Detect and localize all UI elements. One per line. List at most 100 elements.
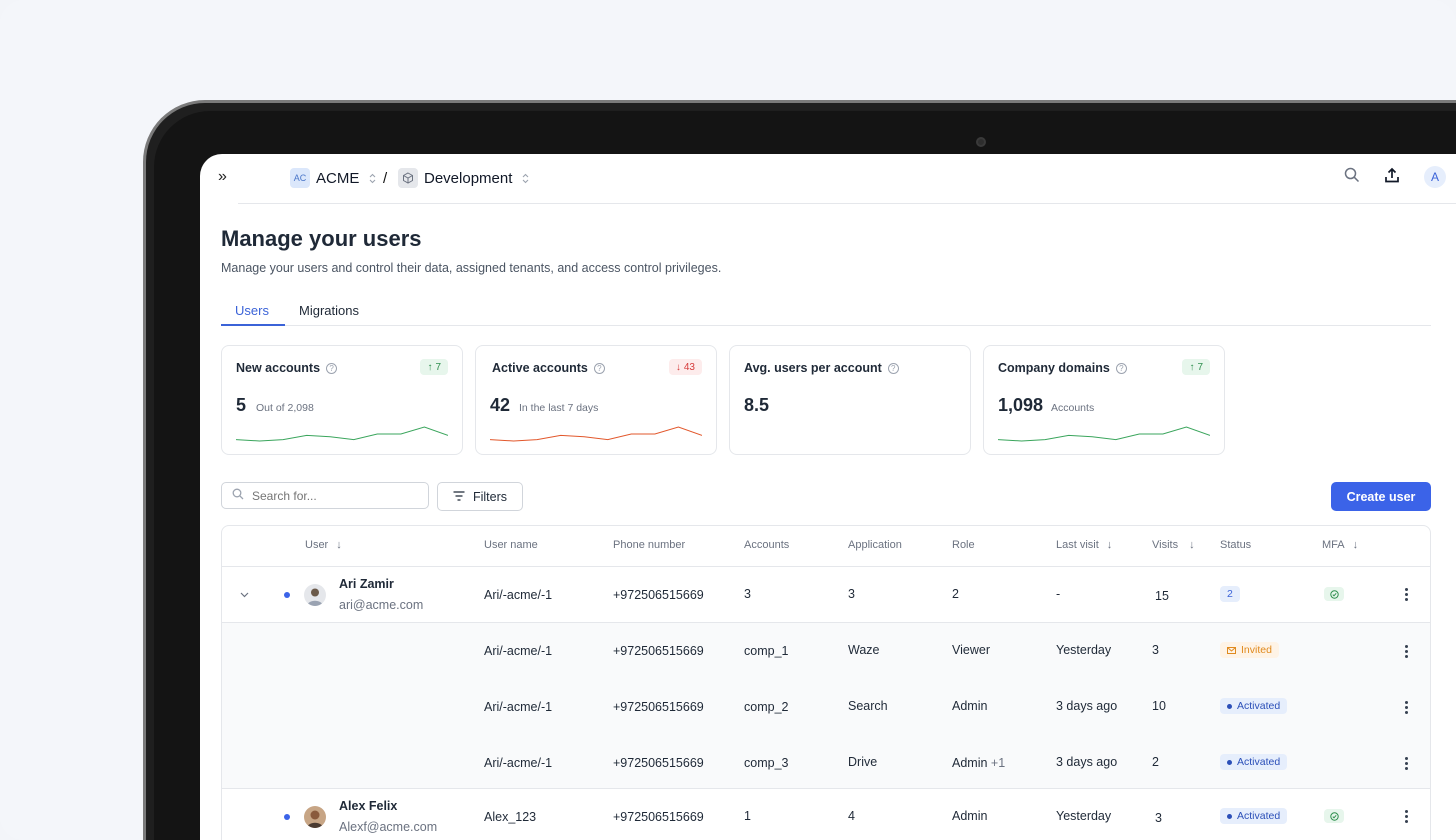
top-bar-divider bbox=[238, 203, 1456, 204]
cell-application: Drive bbox=[848, 755, 878, 769]
column-header-last-visit[interactable]: Last visit ↓ bbox=[1056, 539, 1113, 551]
help-icon[interactable]: ? bbox=[326, 362, 338, 374]
column-header-user[interactable]: User ↓ bbox=[305, 539, 342, 551]
help-icon[interactable]: ? bbox=[887, 362, 899, 374]
top-actions: A bbox=[1344, 166, 1456, 188]
search-input[interactable] bbox=[252, 488, 412, 503]
sparkline-chart bbox=[490, 426, 702, 442]
column-header-status[interactable]: Status bbox=[1220, 539, 1252, 551]
column-header-username[interactable]: User name bbox=[484, 539, 538, 551]
cell-phone: +972506515669 bbox=[613, 588, 704, 602]
cell-username: Ari/-acme/-1 bbox=[484, 644, 553, 658]
delta-badge: ↑ 7 bbox=[1182, 359, 1210, 375]
cell-role: Admin bbox=[952, 699, 988, 713]
table-row[interactable]: Alex Felix Alexf@acme.com Alex_123 +9725… bbox=[222, 789, 1430, 840]
stat-value: 42 bbox=[490, 395, 511, 415]
row-menu-icon[interactable] bbox=[1405, 588, 1409, 601]
stat-card-new-accounts: New accounts? ↑ 7 5 Out of 2,098 bbox=[221, 345, 463, 455]
status-badge: Activated bbox=[1220, 698, 1288, 714]
help-icon[interactable]: ? bbox=[1115, 362, 1127, 374]
chevron-down-icon[interactable] bbox=[240, 587, 249, 601]
sparkline-series bbox=[236, 426, 448, 442]
create-user-button[interactable]: Create user bbox=[1331, 482, 1431, 511]
app-screen: » AC ACME / Development A bbox=[200, 154, 1456, 840]
delta-badge: ↑ 7 bbox=[420, 359, 448, 375]
upload-icon[interactable] bbox=[1384, 167, 1400, 188]
status-count-badge: 2 bbox=[1220, 586, 1240, 602]
breadcrumb-org[interactable]: AC ACME bbox=[290, 168, 376, 188]
cell-accounts: 1 bbox=[744, 809, 751, 823]
row-menu-icon[interactable] bbox=[1405, 757, 1409, 770]
status-badge: Activated bbox=[1220, 754, 1288, 770]
cell-username: Ari/-acme/-1 bbox=[484, 588, 553, 602]
stat-label: Active accounts? bbox=[492, 361, 605, 375]
column-header-application[interactable]: Application bbox=[848, 539, 902, 551]
column-header-visits[interactable]: Visits ↓ bbox=[1152, 539, 1195, 551]
laptop-camera bbox=[976, 137, 986, 147]
cell-last-visit: 3 days ago bbox=[1056, 755, 1118, 769]
row-menu-icon[interactable] bbox=[1405, 810, 1409, 823]
page-subtitle: Manage your users and control their data… bbox=[221, 261, 722, 275]
filters-button[interactable]: Filters bbox=[437, 482, 523, 511]
cell-accounts: 3 bbox=[744, 587, 751, 601]
cell-last-visit: Yesterday bbox=[1056, 809, 1112, 823]
stat-card-company-domains: Company domains? ↑ 7 1,098 Accounts bbox=[983, 345, 1225, 455]
environment-name: Development bbox=[424, 169, 513, 187]
search-box[interactable] bbox=[221, 482, 429, 509]
cell-username: Ari/-acme/-1 bbox=[484, 756, 553, 770]
sort-down-icon: ↓ bbox=[1352, 539, 1359, 551]
breadcrumb-environment[interactable]: Development bbox=[398, 168, 529, 188]
stat-value: 5 bbox=[236, 395, 247, 415]
stat-value: 8.5 bbox=[744, 395, 770, 415]
column-header-phone[interactable]: Phone number bbox=[613, 539, 686, 551]
row-menu-icon[interactable] bbox=[1405, 701, 1409, 714]
cell-visits: 10 bbox=[1152, 699, 1166, 713]
tab-migrations[interactable]: Migrations bbox=[299, 303, 359, 318]
arrow-down-icon: ↓ bbox=[675, 361, 681, 373]
sort-down-icon: ↓ bbox=[336, 539, 342, 551]
cell-role: Admin +1 bbox=[952, 756, 1006, 770]
help-icon[interactable]: ? bbox=[593, 362, 605, 374]
cell-visits: 3 bbox=[1155, 811, 1162, 825]
top-bar: » AC ACME / Development A bbox=[200, 154, 1456, 204]
online-indicator bbox=[284, 592, 290, 598]
sparkline-chart bbox=[236, 426, 448, 442]
filters-label: Filters bbox=[472, 489, 508, 504]
cell-last-visit: 3 days ago bbox=[1056, 699, 1118, 713]
stat-note: Out of 2,098 bbox=[256, 402, 314, 414]
expand-sidebar-icon[interactable]: » bbox=[218, 168, 227, 185]
online-indicator bbox=[284, 814, 290, 820]
cell-last-visit: Yesterday bbox=[1056, 643, 1112, 657]
tab-users[interactable]: Users bbox=[235, 303, 269, 318]
cell-last-visit: - bbox=[1056, 587, 1061, 601]
cell-username: Ari/-acme/-1 bbox=[484, 700, 553, 714]
active-tab-indicator bbox=[221, 324, 285, 326]
cell-application: Search bbox=[848, 699, 888, 713]
cell-role: Admin bbox=[952, 809, 988, 823]
column-header-mfa[interactable]: MFA ↓ bbox=[1322, 539, 1359, 551]
cell-phone: +972506515669 bbox=[613, 700, 704, 714]
cell-phone: +972506515669 bbox=[613, 644, 704, 658]
search-icon[interactable] bbox=[1344, 167, 1360, 188]
mfa-check-icon bbox=[1324, 587, 1344, 601]
chevron-updown-icon bbox=[369, 173, 376, 184]
stat-note: Accounts bbox=[1051, 402, 1095, 414]
search-icon bbox=[232, 487, 244, 505]
user-avatar[interactable]: A bbox=[1424, 166, 1446, 188]
sparkline-series bbox=[998, 426, 1210, 442]
cube-icon bbox=[398, 168, 418, 188]
mail-icon bbox=[1227, 646, 1236, 654]
column-header-role[interactable]: Role bbox=[952, 539, 975, 551]
arrow-up-icon: ↑ bbox=[1189, 361, 1195, 373]
stat-value: 1,098 bbox=[998, 395, 1044, 415]
column-header-accounts[interactable]: Accounts bbox=[744, 539, 790, 551]
org-name: ACME bbox=[316, 169, 360, 187]
stat-card-active-accounts: Active accounts? ↓ 43 42 In the last 7 da… bbox=[475, 345, 717, 455]
cell-application: 4 bbox=[848, 809, 855, 823]
table-row[interactable]: Ari Zamir ari@acme.com Ari/-acme/-1 +972… bbox=[222, 567, 1430, 623]
row-menu-icon[interactable] bbox=[1405, 645, 1409, 658]
cell-role: Viewer bbox=[952, 643, 990, 657]
stat-label: Company domains? bbox=[998, 361, 1127, 375]
page-title: Manage your users bbox=[221, 226, 422, 251]
cell-visits: 15 bbox=[1155, 589, 1169, 603]
